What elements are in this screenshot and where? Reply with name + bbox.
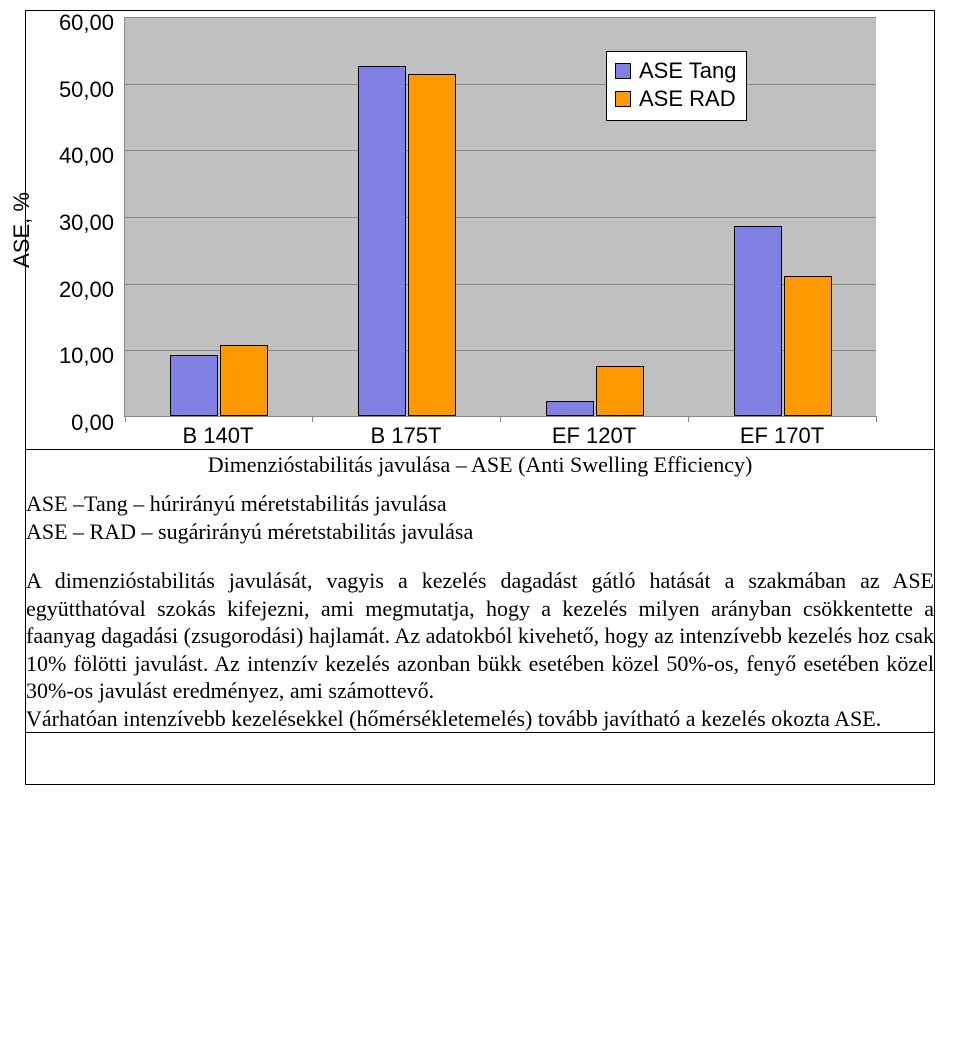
y-axis-label: ASE, % bbox=[9, 192, 35, 268]
x-tick-label: EF 170T bbox=[740, 423, 824, 449]
bar-ase-rad bbox=[784, 276, 832, 416]
caption-cell: Dimenzióstabilitás javulása – ASE (Anti … bbox=[26, 450, 935, 733]
y-tick-label: 50,00 bbox=[59, 77, 114, 103]
bar-ase-rad bbox=[408, 74, 456, 416]
plot-area bbox=[124, 17, 876, 417]
legend-swatch bbox=[615, 63, 631, 79]
gridline bbox=[125, 217, 876, 218]
body-paragraph: A dimenzióstabilitás javulását, vagyis a… bbox=[26, 567, 934, 705]
bar-ase-tang bbox=[734, 226, 782, 416]
legend-swatch bbox=[615, 91, 631, 107]
y-tick-label: 60,00 bbox=[59, 10, 114, 36]
bar-ase-tang bbox=[546, 401, 594, 416]
x-axis-labels: B 140T B 175T EF 120T EF 170T bbox=[124, 423, 876, 449]
gridline bbox=[125, 17, 876, 18]
gridline bbox=[125, 150, 876, 151]
y-axis-ticks: 0,0010,0020,0030,0040,0050,0060,00 bbox=[44, 17, 114, 423]
legend-item: ASE Tang bbox=[615, 58, 736, 84]
y-tick-label: 40,00 bbox=[59, 143, 114, 169]
x-tick-label: B 140T bbox=[183, 423, 254, 449]
chart-caption: Dimenzióstabilitás javulása – ASE (Anti … bbox=[26, 452, 934, 478]
bar-ase-tang bbox=[170, 355, 218, 416]
gridline bbox=[125, 84, 876, 85]
x-tick-label: EF 120T bbox=[552, 423, 636, 449]
body-paragraph: Várhatóan intenzívebb kezelésekkel (hőmé… bbox=[26, 705, 934, 733]
content-table: ASE, % 0,0010,0020,0030,0040,0050,0060,0… bbox=[25, 10, 935, 785]
y-tick-label: 10,00 bbox=[59, 343, 114, 369]
y-tick-label: 0,00 bbox=[71, 410, 114, 436]
bar-ase-tang bbox=[358, 66, 406, 416]
ase-bar-chart: ASE, % 0,0010,0020,0030,0040,0050,0060,0… bbox=[26, 11, 886, 449]
bar-ase-rad bbox=[596, 366, 644, 416]
legend-label: ASE RAD bbox=[639, 86, 736, 112]
legend-label: ASE Tang bbox=[639, 58, 736, 84]
definition-line: ASE –Tang – húrirányú méretstabilitás ja… bbox=[26, 490, 934, 518]
bar-ase-rad bbox=[220, 345, 268, 416]
definitions-block: ASE –Tang – húrirányú méretstabilitás ja… bbox=[26, 490, 934, 545]
y-tick-label: 20,00 bbox=[59, 277, 114, 303]
definition-line: ASE – RAD – sugárirányú méretstabilitás … bbox=[26, 518, 934, 546]
chart-legend: ASE TangASE RAD bbox=[606, 51, 747, 121]
legend-item: ASE RAD bbox=[615, 86, 736, 112]
x-tick-label: B 175T bbox=[371, 423, 442, 449]
empty-cell bbox=[26, 733, 935, 785]
chart-cell: ASE, % 0,0010,0020,0030,0040,0050,0060,0… bbox=[26, 11, 935, 450]
y-tick-label: 30,00 bbox=[59, 210, 114, 236]
